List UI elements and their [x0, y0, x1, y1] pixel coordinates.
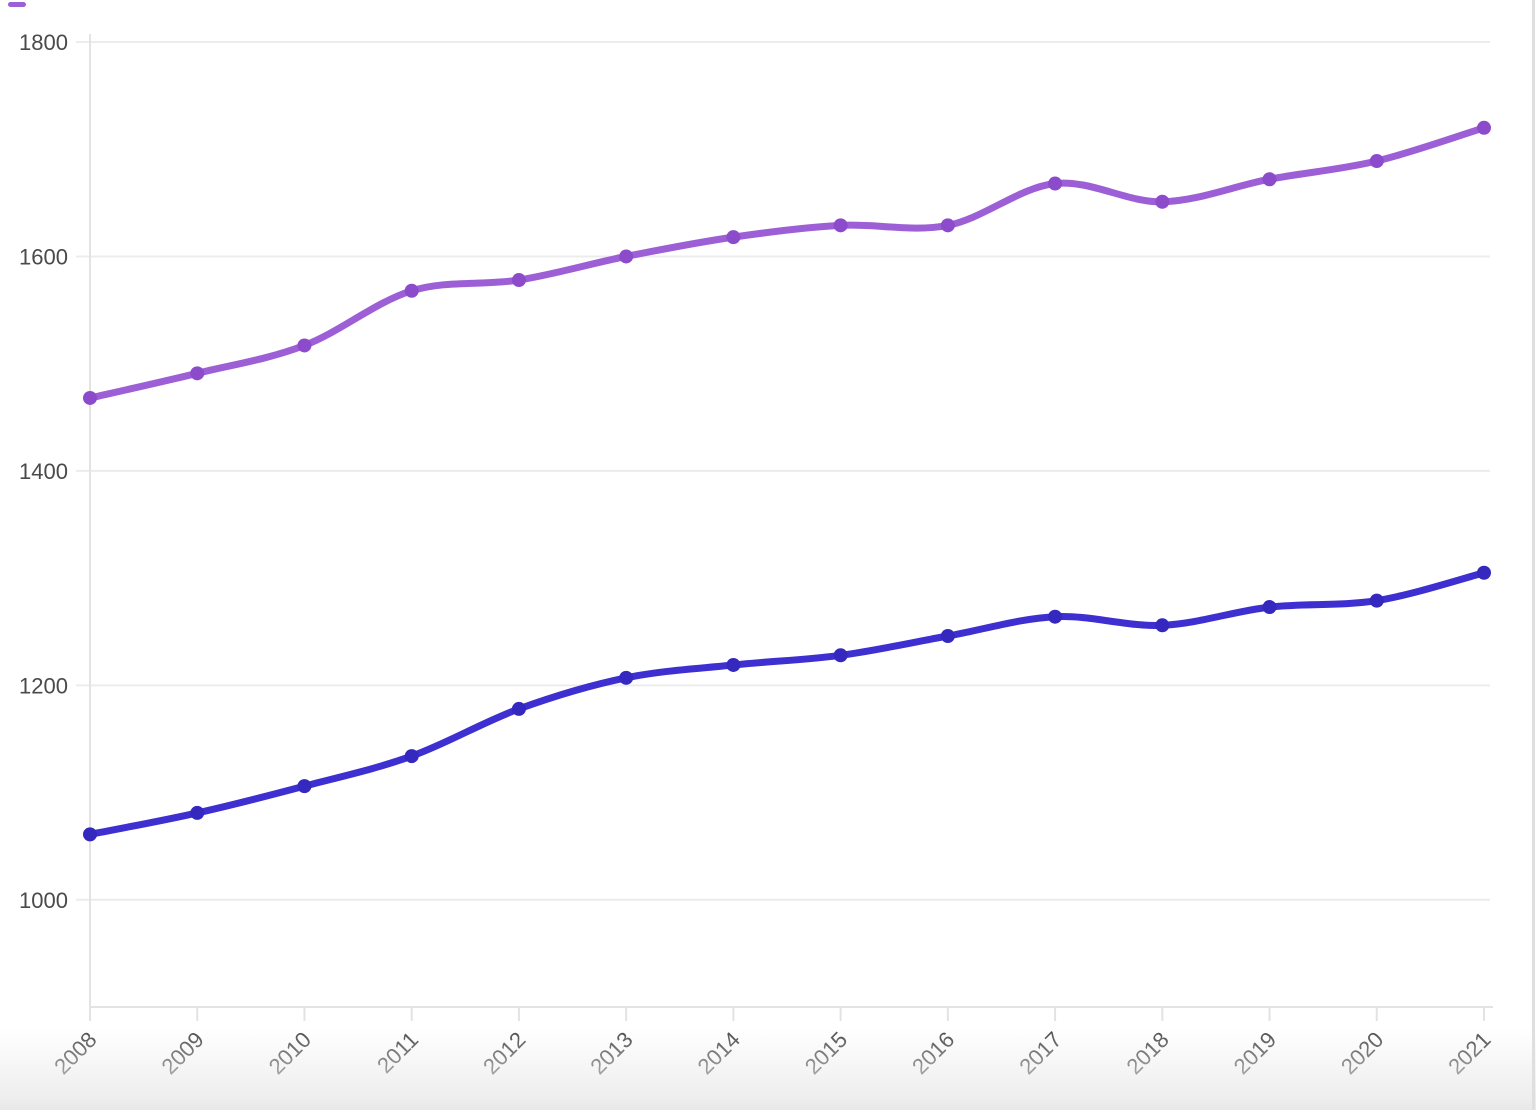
- data-point-lower-indigo-series-2010[interactable]: [297, 779, 312, 794]
- data-point-lower-indigo-series-2017[interactable]: [1048, 609, 1063, 624]
- x-axis-tick-label: 2014: [693, 1027, 745, 1079]
- data-point-lower-indigo-series-2014[interactable]: [726, 657, 741, 672]
- data-point-upper-purple-series-2020[interactable]: [1369, 154, 1384, 169]
- x-axis-tick-label: 2019: [1229, 1027, 1281, 1079]
- data-point-lower-indigo-series-2021[interactable]: [1477, 565, 1491, 580]
- data-point-lower-indigo-series-2015[interactable]: [833, 648, 848, 663]
- series-line-upper-purple-series: [86, 124, 1488, 402]
- x-axis-tick-label: 2008: [49, 1027, 101, 1079]
- x-axis-tick-label: 2018: [1122, 1027, 1174, 1079]
- x-axis-tick-label: 2012: [478, 1027, 530, 1079]
- data-point-upper-purple-series-2011[interactable]: [404, 283, 419, 298]
- partial-legend-swatch: [8, 2, 26, 7]
- data-point-lower-indigo-series-2016[interactable]: [940, 629, 955, 644]
- y-axis-tick-label: 1400: [19, 459, 68, 484]
- y-axis-tick-label: 1000: [19, 888, 68, 913]
- data-point-upper-purple-series-2016[interactable]: [940, 218, 955, 233]
- x-axis-tick-label: 2020: [1336, 1027, 1388, 1079]
- x-axis-tick-label: 2009: [156, 1027, 208, 1079]
- data-point-upper-purple-series-2010[interactable]: [297, 338, 312, 353]
- data-point-upper-purple-series-2008[interactable]: [83, 390, 97, 405]
- x-axis-tick-label: 2021: [1443, 1027, 1495, 1079]
- data-point-upper-purple-series-2018[interactable]: [1155, 194, 1170, 209]
- data-point-upper-purple-series-2015[interactable]: [833, 218, 848, 233]
- data-point-upper-purple-series-2009[interactable]: [190, 366, 205, 381]
- series-line-lower-indigo-series: [86, 569, 1488, 838]
- x-axis-tick-label: 2013: [585, 1027, 637, 1079]
- y-axis-tick-label: 1200: [19, 673, 68, 698]
- data-point-upper-purple-series-2021[interactable]: [1477, 120, 1491, 135]
- data-point-lower-indigo-series-2011[interactable]: [404, 749, 419, 764]
- x-axis-tick-label: 2015: [800, 1027, 852, 1079]
- y-axis-tick-label: 1800: [19, 30, 68, 55]
- data-point-lower-indigo-series-2009[interactable]: [190, 805, 205, 820]
- data-point-lower-indigo-series-2018[interactable]: [1155, 618, 1170, 633]
- x-axis-tick-label: 2017: [1014, 1027, 1066, 1079]
- data-point-upper-purple-series-2012[interactable]: [511, 273, 526, 288]
- x-axis-tick-label: 2010: [264, 1027, 316, 1079]
- x-axis-tick-label: 2016: [907, 1027, 959, 1079]
- data-point-upper-purple-series-2017[interactable]: [1048, 176, 1063, 191]
- data-point-lower-indigo-series-2020[interactable]: [1369, 593, 1384, 608]
- data-point-lower-indigo-series-2019[interactable]: [1262, 600, 1277, 615]
- data-point-upper-purple-series-2014[interactable]: [726, 230, 741, 245]
- x-axis-tick-label: 2011: [372, 1027, 423, 1078]
- data-point-lower-indigo-series-2012[interactable]: [511, 701, 526, 716]
- right-edge-divider: [1532, 0, 1535, 1110]
- data-point-upper-purple-series-2013[interactable]: [619, 249, 634, 264]
- data-point-lower-indigo-series-2008[interactable]: [83, 827, 97, 842]
- data-point-lower-indigo-series-2013[interactable]: [619, 670, 634, 685]
- y-axis-tick-label: 1600: [19, 244, 68, 269]
- data-point-upper-purple-series-2019[interactable]: [1262, 172, 1277, 187]
